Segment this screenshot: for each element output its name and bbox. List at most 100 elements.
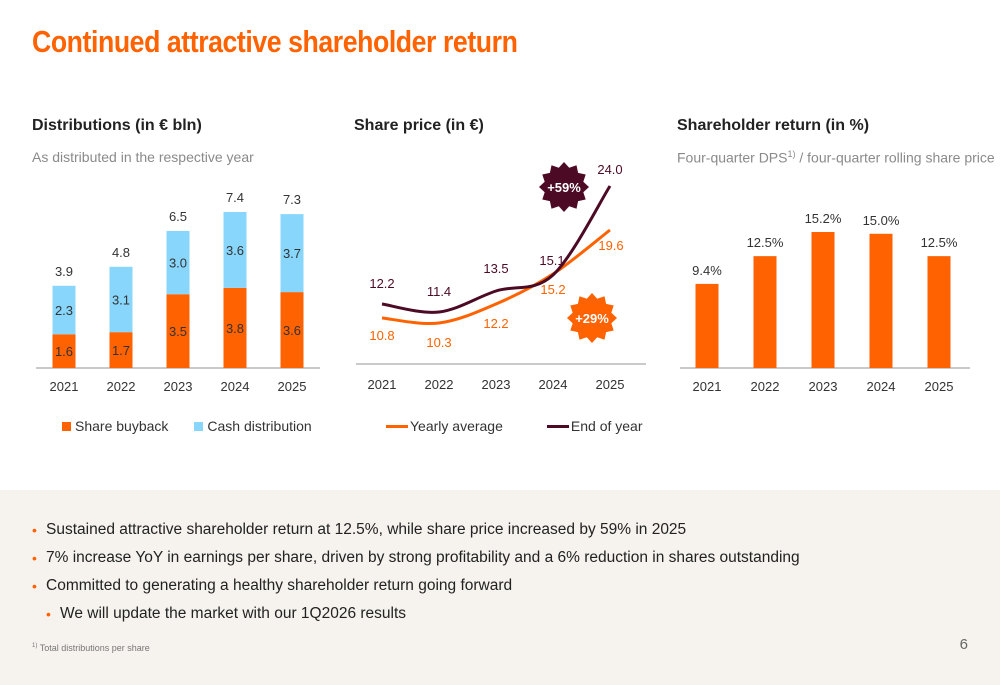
total-label: 6.5 xyxy=(169,209,187,224)
bar-cash-distribution xyxy=(109,266,133,333)
data-label: 3.7 xyxy=(283,246,301,261)
bar-shareholder-return xyxy=(811,232,835,368)
total-label: 7.4 xyxy=(226,190,244,205)
legend-swatch-share-buyback xyxy=(62,421,71,431)
data-label-yearly-average: 12.2 xyxy=(483,316,508,331)
x-tick-label: 2022 xyxy=(751,379,780,394)
data-label: 15.2% xyxy=(805,211,842,226)
x-tick-label: 2021 xyxy=(368,377,397,392)
bullet-dot-icon: • xyxy=(32,522,37,538)
bullet-item: • Sustained attractive shareholder return… xyxy=(32,516,800,544)
x-tick-label: 2024 xyxy=(867,379,896,394)
footnote-text: Total distributions per share xyxy=(39,643,150,653)
x-tick-label: 2023 xyxy=(482,377,511,392)
x-tick-label: 2024 xyxy=(539,377,568,392)
distributions-legend: Share buyback Cash distribution xyxy=(62,418,312,434)
shareholder-return-subtitle: Four-quarter DPS1) / four-quarter rollin… xyxy=(677,149,995,166)
subtitle-text-post: / four-quarter rolling share price xyxy=(795,149,995,166)
data-label: 3.5 xyxy=(169,324,187,339)
legend-label-cash-distribution: Cash distribution xyxy=(207,418,312,434)
bullet-dot-icon: • xyxy=(32,550,37,566)
total-label: 7.3 xyxy=(283,192,301,207)
data-label: 3.1 xyxy=(112,292,130,307)
badge-label: +29% xyxy=(575,311,609,326)
data-label: 3.8 xyxy=(226,321,244,336)
bullet-text: Sustained attractive shareholder return … xyxy=(46,521,687,538)
bar-cash-distribution xyxy=(223,212,247,288)
bullet-dot-icon: • xyxy=(32,578,37,594)
x-tick-label: 2025 xyxy=(925,379,954,394)
x-tick-label: 2022 xyxy=(107,379,136,394)
legend-line-yearly-average xyxy=(386,424,408,428)
data-label-yearly-average: 19.6 xyxy=(598,238,623,253)
bar-share-buyback xyxy=(166,294,190,368)
data-label-end-of-year: 12.2 xyxy=(369,276,394,291)
x-tick-label: 2022 xyxy=(425,377,454,392)
data-label-yearly-average: 10.8 xyxy=(369,328,394,343)
x-tick-label: 2025 xyxy=(278,379,307,394)
bar-shareholder-return xyxy=(753,256,777,368)
data-label: 1.6 xyxy=(55,344,73,359)
x-tick-label: 2023 xyxy=(809,379,838,394)
x-tick-label: 2021 xyxy=(693,379,722,394)
footnote-marker: 1) xyxy=(787,149,796,159)
bar-shareholder-return xyxy=(927,256,951,368)
bullet-text: Committed to generating a healthy shareh… xyxy=(46,577,513,594)
bullet-item: • 7% increase YoY in earnings per share, … xyxy=(32,544,800,572)
badge-label: +59% xyxy=(547,180,581,195)
data-label-end-of-year: 15.1 xyxy=(539,253,564,268)
data-label-yearly-average: 15.2 xyxy=(540,282,565,297)
x-tick-label: 2023 xyxy=(164,379,193,394)
x-tick-label: 2024 xyxy=(221,379,250,394)
data-label: 3.0 xyxy=(169,256,187,271)
bullet-item: • Committed to generating a healthy share… xyxy=(32,572,800,600)
distributions-title: Distributions (in € bln) xyxy=(32,117,202,134)
data-label: 12.5% xyxy=(747,235,784,250)
badge-starburst-icon xyxy=(539,162,589,212)
bar-share-buyback xyxy=(280,292,304,368)
bar-share-buyback xyxy=(52,334,76,368)
bullet-text: 7% increase YoY in earnings per share, d… xyxy=(46,549,800,566)
legend-swatch-cash-distribution xyxy=(194,421,204,431)
data-label: 1.7 xyxy=(112,343,130,358)
data-label-yearly-average: 10.3 xyxy=(426,335,451,350)
total-label: 4.8 xyxy=(112,245,130,260)
data-label-end-of-year: 13.5 xyxy=(483,261,508,276)
distributions-subtitle: As distributed in the respective year xyxy=(32,149,254,165)
bullet-text: We will update the market with our 1Q202… xyxy=(60,605,407,622)
bar-cash-distribution xyxy=(52,285,76,335)
summary-section xyxy=(0,490,1000,685)
page-number: 6 xyxy=(959,636,968,653)
bar-shareholder-return xyxy=(869,233,893,368)
share-price-title: Share price (in €) xyxy=(354,117,484,134)
bar-cash-distribution xyxy=(166,230,190,295)
share-price-legend: Yearly average End of year xyxy=(386,418,643,434)
shareholder-return-title: Shareholder return (in %) xyxy=(677,117,870,134)
data-label: 3.6 xyxy=(226,243,244,258)
bar-share-buyback xyxy=(223,287,247,368)
distributions-chart: 1.6 2.3 3.9 2021 1.7 3.1 4.8 2022 3.5 3.0 6.5 2023 3… xyxy=(36,190,320,394)
bullet-item: • We will update the market with our 1Q20… xyxy=(32,600,800,628)
legend-line-end-of-year xyxy=(546,424,569,428)
bullet-dot-icon: • xyxy=(46,606,51,622)
data-label: 15.0% xyxy=(863,213,900,228)
x-tick-label: 2025 xyxy=(596,377,625,392)
data-label: 12.5% xyxy=(921,235,958,250)
legend-label-yearly-average: Yearly average xyxy=(410,418,503,434)
bar-share-buyback xyxy=(109,332,133,368)
total-label: 3.9 xyxy=(55,264,73,279)
line-end-of-year xyxy=(381,185,612,314)
data-label: 2.3 xyxy=(55,303,73,318)
slide-title: Continued attractive shareholder return xyxy=(32,24,518,59)
summary-bullets: • Sustained attractive shareholder return… xyxy=(32,516,800,628)
legend-label-end-of-year: End of year xyxy=(570,418,643,434)
bar-shareholder-return xyxy=(695,283,719,368)
subtitle-text: Four-quarter DPS xyxy=(677,149,788,166)
data-label: 3.6 xyxy=(283,323,301,338)
badge-starburst-icon xyxy=(567,293,617,343)
legend-label-share-buyback: Share buyback xyxy=(75,418,169,434)
data-label-end-of-year: 11.4 xyxy=(427,284,451,299)
footnote: 1) Total distributions per share xyxy=(32,643,150,653)
x-tick-label: 2021 xyxy=(50,379,79,394)
data-label: 9.4% xyxy=(692,263,722,278)
